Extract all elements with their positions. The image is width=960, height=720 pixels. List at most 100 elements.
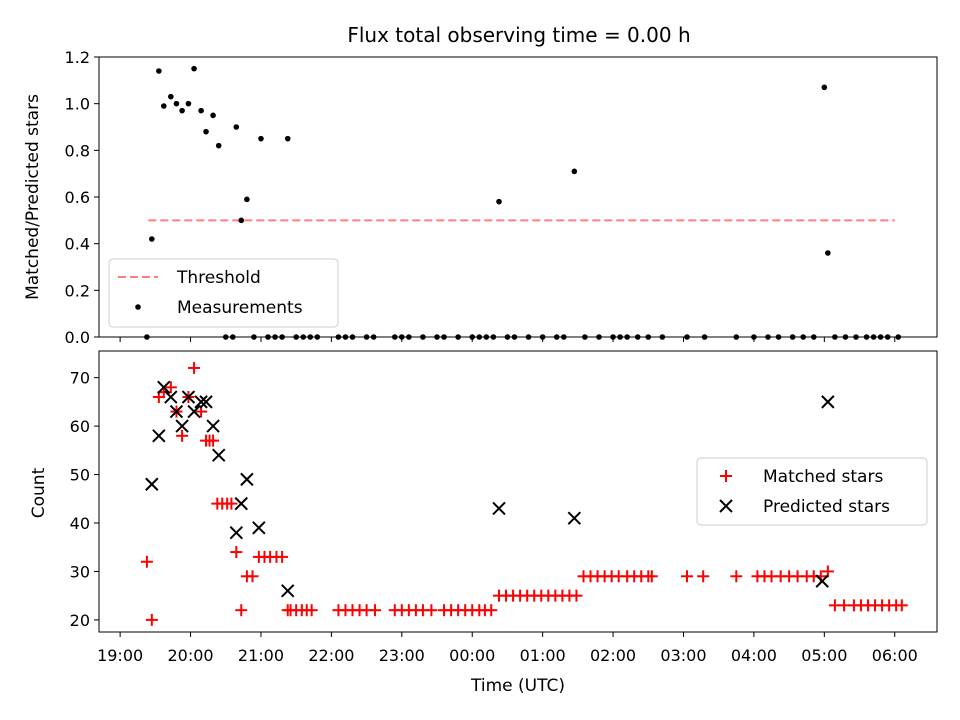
matched-star-point	[145, 613, 158, 626]
bottom-y-axis-label: Count	[29, 467, 49, 518]
predicted-star-point	[187, 404, 201, 419]
legend-measurements-swatch	[135, 304, 141, 310]
predicted-star-point	[281, 584, 295, 598]
matched-star-point	[570, 589, 583, 602]
legend-threshold-label: Threshold	[176, 268, 261, 288]
matched-star-point	[246, 570, 259, 583]
matched-star-point	[188, 361, 201, 374]
bottom-x-tick-label: 00:00	[449, 646, 495, 665]
top-y-tick-label: 1.0	[65, 95, 90, 114]
measurement-point	[284, 135, 291, 142]
measurement-point	[825, 250, 831, 256]
bottom-x-tick-label: 19:00	[97, 646, 143, 665]
measurement-point	[198, 107, 204, 114]
top-legend: Threshold Measurements	[108, 258, 339, 328]
matched-star-point	[895, 599, 908, 612]
bottom-legend-box	[696, 457, 928, 526]
top-panel: 0.0 0.2 0.4 0.6 0.8 1.0 1.2 Matched/Predicted …	[23, 48, 938, 347]
measurement-point	[496, 198, 502, 205]
bottom-y-tick-label: 20	[70, 611, 90, 630]
predicted-star-point	[157, 380, 171, 395]
bottom-panel: 20 30 40 50 60 70 19:00 20:00 21:00 22:00 23:00 00…	[29, 350, 938, 696]
matched-star-point	[276, 550, 289, 563]
chart-title: Flux total observing time = 0.00 h	[347, 23, 690, 47]
bottom-y-tick-label: 40	[70, 514, 90, 533]
matched-star-point	[425, 604, 438, 617]
top-y-tick-label: 0.0	[65, 328, 90, 347]
predicted-star-point	[181, 390, 196, 404]
legend-predicted-label: Predicted stars	[763, 497, 890, 517]
matched-star-point	[645, 570, 658, 583]
predicted-star-point	[815, 574, 829, 588]
predicted-star-point	[567, 511, 582, 525]
matched-star-point	[730, 570, 743, 583]
predicted-star-point	[164, 390, 178, 404]
bottom-y-tick-label: 30	[70, 562, 90, 581]
matched-star-point	[235, 604, 248, 617]
matched-star-point	[164, 381, 177, 394]
matched-star-point	[681, 570, 694, 583]
legend-matched-swatch	[720, 470, 732, 482]
bottom-y-axis: 20 30 40 50 60 70	[70, 369, 99, 630]
top-y-tick-label: 0.8	[65, 141, 90, 160]
bottom-x-tick-label: 04:00	[731, 646, 777, 665]
matched-star-point	[485, 604, 498, 617]
legend-predicted-swatch	[719, 499, 733, 513]
bottom-x-axis: 19:00 20:00 21:00 22:00 23:00 00:00 01:00 02:00…	[97, 632, 918, 665]
predicted-star-point	[212, 448, 226, 462]
predicted-star-point	[199, 395, 213, 409]
bottom-x-tick-label: 20:00	[167, 646, 213, 665]
top-y-axis: 0.0 0.2 0.4 0.6 0.8 1.0 1.2	[65, 48, 99, 347]
bottom-y-tick-label: 70	[70, 369, 90, 388]
bottom-y-tick-label: 60	[70, 417, 90, 436]
measurement-point	[168, 93, 174, 100]
matched-star-point	[140, 555, 153, 568]
matched-star-point	[697, 570, 710, 583]
measurement-point	[210, 112, 216, 119]
bottom-x-axis-label: Time (UTC)	[470, 676, 565, 696]
measurement-point	[203, 128, 209, 135]
top-plot-frame	[98, 56, 938, 338]
bottom-x-tick-label: 06:00	[872, 646, 918, 665]
predicted-star-point	[206, 419, 220, 433]
top-y-axis-label: Matched/Predicted stars	[23, 94, 43, 300]
measurement-point	[258, 135, 264, 142]
bottom-plot-frame	[98, 350, 938, 633]
measurement-point	[238, 217, 245, 224]
predicted-star-point	[240, 472, 254, 487]
matched-star-point	[225, 497, 238, 510]
matched-star-point	[207, 434, 220, 447]
predicted-star-point	[175, 419, 189, 433]
matched-star-point	[305, 604, 318, 617]
bottom-x-tick-label: 02:00	[590, 646, 636, 665]
measurement-point	[156, 68, 162, 74]
bottom-x-tick-label: 03:00	[660, 646, 706, 665]
measurement-point	[160, 103, 167, 109]
top-y-tick-label: 0.2	[65, 281, 90, 300]
bottom-x-tick-label: 23:00	[379, 646, 425, 665]
predicted-star-point	[229, 525, 244, 540]
top-y-tick-label: 0.6	[65, 188, 90, 207]
measurement-point	[244, 196, 250, 203]
top-y-tick-label: 0.4	[65, 235, 90, 254]
matched-star-point	[176, 429, 189, 442]
predicted-star-point	[152, 429, 166, 443]
bottom-marks	[140, 361, 908, 626]
measurement-point	[233, 124, 240, 130]
measurement-point	[191, 65, 197, 72]
bottom-x-tick-label: 01:00	[520, 646, 566, 665]
measurement-point	[185, 100, 192, 107]
measurement-point	[821, 84, 828, 91]
measurement-point	[179, 107, 185, 114]
bottom-x-tick-label: 22:00	[308, 646, 354, 665]
bottom-x-tick-label: 05:00	[801, 646, 847, 665]
predicted-star-point	[252, 521, 266, 535]
bottom-x-tick-label: 21:00	[238, 646, 284, 665]
legend-measurements-label: Measurements	[177, 298, 303, 318]
predicted-star-point	[821, 395, 835, 409]
top-y-tick-label: 1.2	[65, 48, 90, 67]
matched-star-point	[230, 546, 243, 559]
measurement-point	[215, 142, 222, 149]
